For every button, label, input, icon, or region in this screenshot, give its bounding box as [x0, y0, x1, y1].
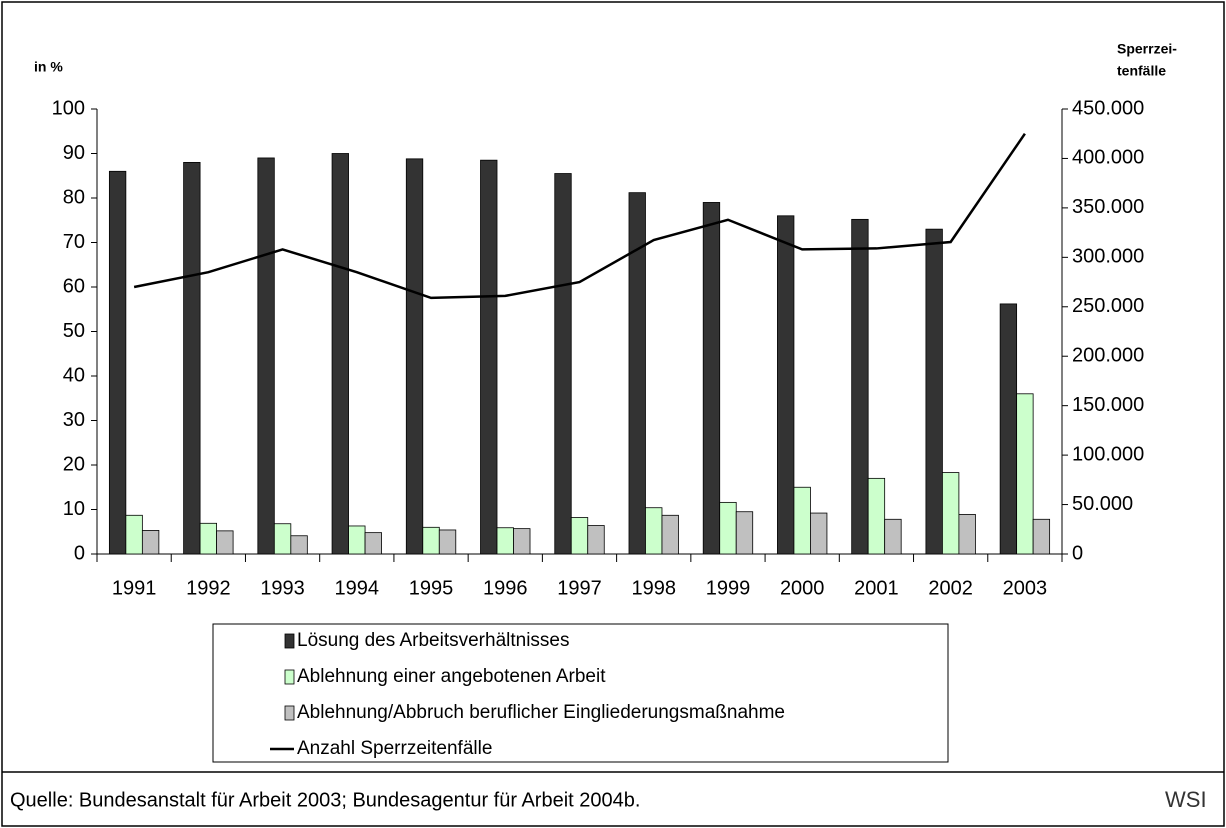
y2-axis-label: tenfälle — [1117, 63, 1166, 79]
bar — [793, 486, 811, 555]
bar — [438, 529, 457, 555]
bar — [125, 514, 143, 555]
x-tick-label: 1992 — [186, 577, 231, 599]
y2-axis-label: Sperrzei- — [1117, 41, 1177, 57]
bar — [422, 526, 440, 555]
y2-tick-label: 450.000 — [1072, 97, 1144, 119]
x-tick-label: 2003 — [1003, 577, 1048, 599]
bar — [331, 153, 349, 555]
x-tick-label: 1994 — [335, 577, 380, 599]
y2-tick-label: 100.000 — [1072, 443, 1144, 465]
logo: WSI — [1165, 787, 1207, 812]
y-tick-label: 40 — [63, 364, 85, 386]
x-tick-label: 1999 — [706, 577, 751, 599]
x-tick-label: 2000 — [780, 577, 825, 599]
bar — [364, 532, 382, 555]
y-axis-label: in % — [34, 59, 63, 75]
bar — [884, 518, 902, 555]
legend-label: Lösung des Arbeitsverhältnisses — [297, 630, 570, 651]
x-tick-label: 1998 — [631, 577, 676, 599]
y-tick-label: 20 — [63, 453, 85, 475]
bar — [702, 202, 721, 555]
y-tick-label: 50 — [63, 320, 85, 342]
bar — [216, 530, 234, 555]
bar — [1032, 518, 1051, 555]
legend-swatch — [284, 633, 295, 649]
y-tick-label: 70 — [63, 231, 85, 253]
y-tick-label: 10 — [63, 498, 85, 520]
y2-tick-label: 400.000 — [1072, 147, 1144, 169]
bar — [719, 501, 737, 555]
y-tick-label: 80 — [63, 186, 85, 208]
bar — [513, 528, 531, 555]
bar — [141, 530, 160, 555]
bar — [735, 511, 754, 555]
bar — [348, 525, 366, 555]
bar — [273, 523, 292, 555]
bar — [480, 159, 498, 555]
y-tick-label: 90 — [63, 142, 85, 164]
bar — [999, 303, 1018, 555]
source: Quelle: Bundesanstalt für Arbeit 2003; B… — [10, 789, 640, 811]
bar — [199, 522, 217, 555]
y2-tick-label: 300.000 — [1072, 246, 1144, 268]
x-tick-label: 1995 — [409, 577, 454, 599]
bar — [570, 517, 589, 555]
bar — [554, 173, 572, 555]
x-tick-label: 1997 — [557, 577, 602, 599]
legend-box — [212, 623, 949, 763]
bar — [257, 157, 275, 555]
bar — [587, 525, 605, 555]
y2-tick-label: 150.000 — [1072, 394, 1144, 416]
x-tick-label: 1993 — [260, 577, 305, 599]
bar — [290, 535, 308, 555]
x-tick-label: 2001 — [854, 577, 899, 599]
bar — [810, 512, 828, 555]
legend-label: Ablehnung/Abbruch beruflicher Einglieder… — [297, 702, 785, 723]
bar — [183, 161, 201, 555]
bar — [1016, 393, 1034, 555]
bar — [942, 472, 960, 555]
line — [133, 133, 1026, 300]
y2-tick-label: 350.000 — [1072, 196, 1144, 218]
bar — [925, 228, 943, 555]
bar — [661, 514, 679, 555]
bar — [405, 158, 424, 555]
bar — [958, 513, 976, 555]
x-tick-label: 1996 — [483, 577, 528, 599]
x-tick-label: 1991 — [112, 577, 157, 599]
y-tick-label: 60 — [63, 275, 85, 297]
legend-label: Anzahl Sperrzeitenfälle — [297, 738, 492, 759]
legend-swatch — [284, 705, 295, 721]
bar — [777, 215, 795, 555]
bar — [645, 507, 663, 555]
x-tick-label: 2002 — [928, 577, 973, 599]
legend-label: Ablehnung einer angebotenen Arbeit — [297, 666, 606, 687]
legend-swatch — [284, 669, 295, 685]
bar — [628, 192, 646, 555]
bar — [108, 170, 127, 555]
y-tick-label: 0 — [74, 542, 85, 564]
y2-tick-label: 250.000 — [1072, 295, 1144, 317]
bar — [867, 477, 886, 555]
bar — [496, 527, 514, 555]
bar — [851, 218, 869, 555]
y-tick-label: 30 — [63, 409, 85, 431]
y2-tick-label: 200.000 — [1072, 345, 1144, 367]
y2-tick-label: 50.000 — [1072, 493, 1133, 515]
y-tick-label: 100 — [52, 97, 85, 119]
y2-tick-label: 0 — [1072, 542, 1083, 564]
